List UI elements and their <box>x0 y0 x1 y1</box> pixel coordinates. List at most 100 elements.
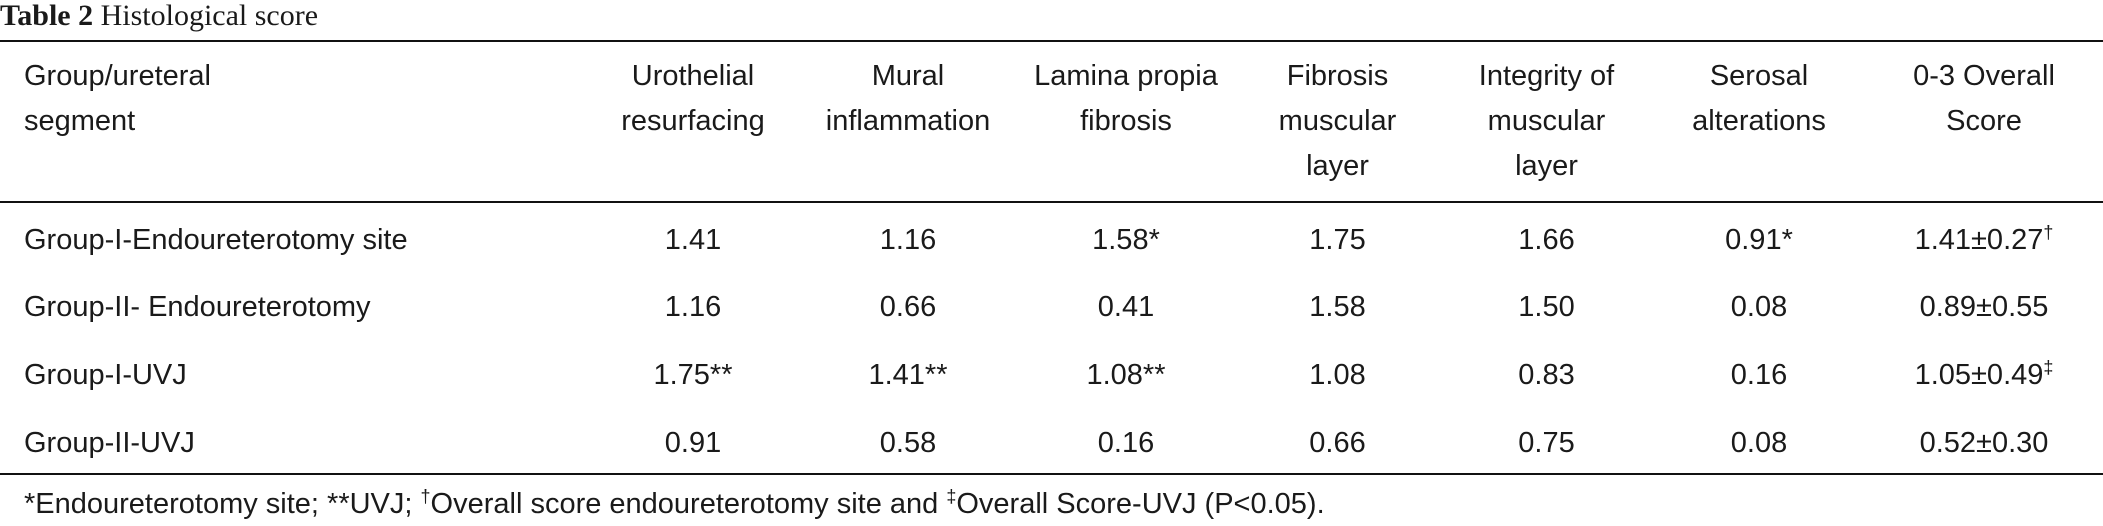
cell-value: Group-I-Endoureterotomy site <box>24 224 408 256</box>
column-header-line: layer <box>1306 150 1369 182</box>
table-cell: 1.08** <box>1017 341 1235 409</box>
cell-value: 0.89±0.55 <box>1919 291 2049 323</box>
table-cell: 0.41 <box>1017 273 1235 341</box>
table-cell: 1.75 <box>1235 201 1440 273</box>
column-header-line: 0-3 Overall <box>1913 60 2055 92</box>
table-cell: 1.16 <box>799 201 1017 273</box>
column-header-line: inflammation <box>825 105 991 137</box>
column-header: Mural inflammation <box>799 42 1017 201</box>
cell-value: 1.75** <box>653 359 733 391</box>
table-top-rule <box>0 40 2103 42</box>
table-cell: 0.75 <box>1440 409 1653 477</box>
cell-value: 0.08 <box>1730 427 1788 459</box>
cell-value: 0.91 <box>664 427 722 459</box>
column-header-line: Score <box>1946 105 2022 137</box>
table-cell: 1.16 <box>587 273 799 341</box>
cell-footnote-mark: † <box>2043 222 2054 243</box>
row-group-label: Group-II-UVJ <box>0 409 587 477</box>
table-cell: 1.41±0.27† <box>1865 201 2103 273</box>
table-bottom-rule <box>0 473 2103 475</box>
table-caption-label: Table 2 <box>0 0 94 32</box>
column-header: Fibrosis muscular layer <box>1235 42 1440 201</box>
table-cell: 1.66 <box>1440 201 1653 273</box>
table-cell: 1.08 <box>1235 341 1440 409</box>
table-caption-title: Histological score <box>100 0 319 32</box>
row-group-label: Group-II- Endoureterotomy <box>0 273 587 341</box>
table-body: Group-I-Endoureterotomy site 1.41 1.16 1.58… <box>0 201 2103 477</box>
cell-value: 1.50 <box>1518 291 1575 323</box>
footnote-text-2: Overall score endoureterotomy site and <box>430 488 947 520</box>
table-row: Group-I-UVJ 1.75** 1.41** 1.08** 1.08 0.83 0.1… <box>0 341 2103 409</box>
cell-value: 1.08** <box>1086 359 1166 391</box>
column-header-line: resurfacing <box>621 105 765 137</box>
cell-value: 0.16 <box>1097 427 1155 459</box>
cell-value: 1.41±0.27 <box>1914 224 2044 256</box>
table-cell: 0.89±0.55 <box>1865 273 2103 341</box>
table-row: Group-II- Endoureterotomy 1.16 0.66 0.41 1.5… <box>0 273 2103 341</box>
column-header: Urothelial resurfacing <box>587 42 799 201</box>
table-cell: 0.16 <box>1653 341 1865 409</box>
table-cell: 0.08 <box>1653 409 1865 477</box>
table-header: Group/ureteral segment Urothelial resurfaci… <box>0 42 2103 201</box>
column-header-line: Lamina propia <box>1034 60 1218 92</box>
footnote-double-dagger: ‡ <box>946 486 957 507</box>
cell-value: 1.08 <box>1309 359 1366 391</box>
table-cell: 0.08 <box>1653 273 1865 341</box>
cell-value: Group-II- Endoureterotomy <box>24 291 371 323</box>
column-header-line: Urothelial <box>631 60 755 92</box>
table-cell: 1.41 <box>587 201 799 273</box>
table-cell: 1.58 <box>1235 273 1440 341</box>
cell-value: 1.41** <box>868 359 948 391</box>
cell-footnote-mark: ‡ <box>2043 357 2054 378</box>
table-caption: Table 2 Histological score <box>0 0 318 40</box>
cell-value: 1.58* <box>1092 224 1160 256</box>
table-cell: 0.91* <box>1653 201 1865 273</box>
column-header-line: alterations <box>1692 105 1826 137</box>
table-cell: 0.66 <box>799 273 1017 341</box>
column-header-line: Mural <box>871 60 945 92</box>
table-cell: 1.50 <box>1440 273 1653 341</box>
cell-value: 1.16 <box>879 224 937 256</box>
cell-value: 0.66 <box>1309 427 1366 459</box>
cell-value: 0.41 <box>1097 291 1155 323</box>
cell-value: 0.58 <box>879 427 937 459</box>
header-row: Group/ureteral segment Urothelial resurfaci… <box>0 42 2103 201</box>
table-cell: 1.75** <box>587 341 799 409</box>
cell-value: 0.75 <box>1518 427 1575 459</box>
column-header-line: muscular <box>1278 105 1397 137</box>
table-cell: 0.58 <box>799 409 1017 477</box>
cell-value: 1.66 <box>1518 224 1575 256</box>
column-header-group: Group/ureteral segment <box>0 42 587 201</box>
table-row: Group-I-Endoureterotomy site 1.41 1.16 1.58… <box>0 201 2103 273</box>
footnote-dagger: † <box>420 486 431 507</box>
table-row: Group-II-UVJ 0.91 0.58 0.16 0.66 0.75 0.08 0.52… <box>0 409 2103 477</box>
cell-value: 0.08 <box>1730 291 1788 323</box>
table-cell: 0.91 <box>587 409 799 477</box>
footnote-text-3: Overall Score-UVJ (P<0.05). <box>956 488 1325 520</box>
table-cell: 0.66 <box>1235 409 1440 477</box>
table-cell: 0.83 <box>1440 341 1653 409</box>
row-group-label: Group-I-Endoureterotomy site <box>0 201 587 273</box>
cell-value: 1.58 <box>1309 291 1366 323</box>
column-header: Serosal alterations <box>1653 42 1865 201</box>
cell-value: Group-II-UVJ <box>24 427 195 459</box>
cell-value: 0.52±0.30 <box>1919 427 2049 459</box>
column-header-line: muscular <box>1487 105 1606 137</box>
cell-value: 1.16 <box>664 291 722 323</box>
table-cell: 1.58* <box>1017 201 1235 273</box>
cell-value: 0.83 <box>1518 359 1575 391</box>
table-cell: 0.52±0.30 <box>1865 409 2103 477</box>
column-header-line: Integrity of <box>1478 60 1615 92</box>
column-header: Lamina propia fibrosis <box>1017 42 1235 201</box>
column-header: 0-3 Overall Score <box>1865 42 2103 201</box>
cell-value: Group-I-UVJ <box>24 359 187 391</box>
column-header-line: Fibrosis <box>1286 60 1389 92</box>
cell-value: 1.75 <box>1309 224 1366 256</box>
column-header: Integrity of muscular layer <box>1440 42 1653 201</box>
row-group-label: Group-I-UVJ <box>0 341 587 409</box>
table-cell: 0.16 <box>1017 409 1235 477</box>
cell-value: 1.41 <box>664 224 722 256</box>
histological-score-table: Group/ureteral segment Urothelial resurfaci… <box>0 42 2103 477</box>
column-header-line: Group/ureteral <box>24 60 211 92</box>
column-header-line: fibrosis <box>1080 105 1172 137</box>
